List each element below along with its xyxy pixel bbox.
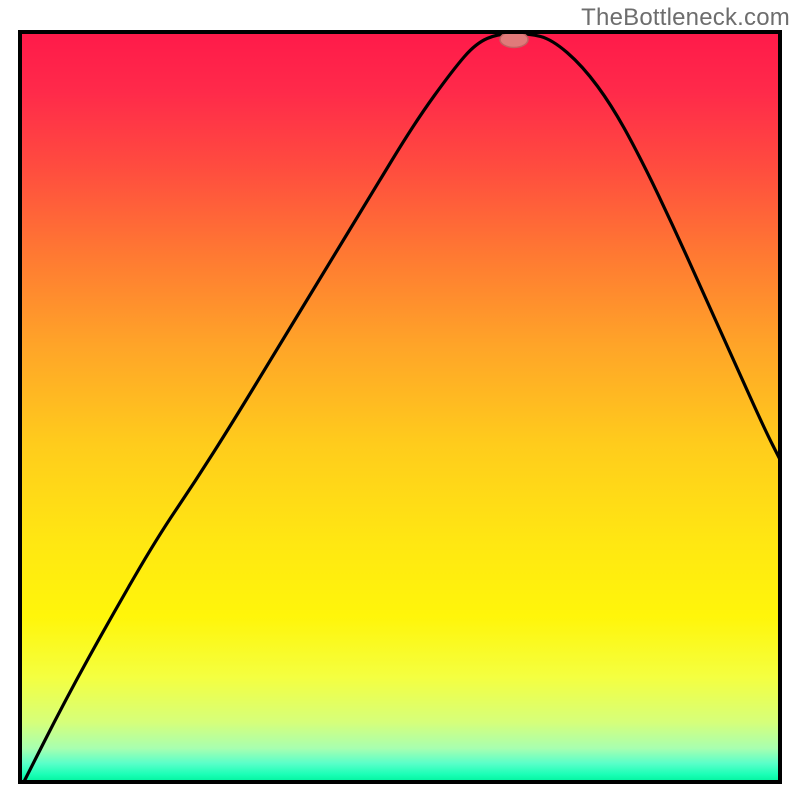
chart-container: TheBottleneck.com [0,0,800,800]
watermark-label: TheBottleneck.com [581,4,790,32]
bottleneck-chart-svg [0,0,800,800]
